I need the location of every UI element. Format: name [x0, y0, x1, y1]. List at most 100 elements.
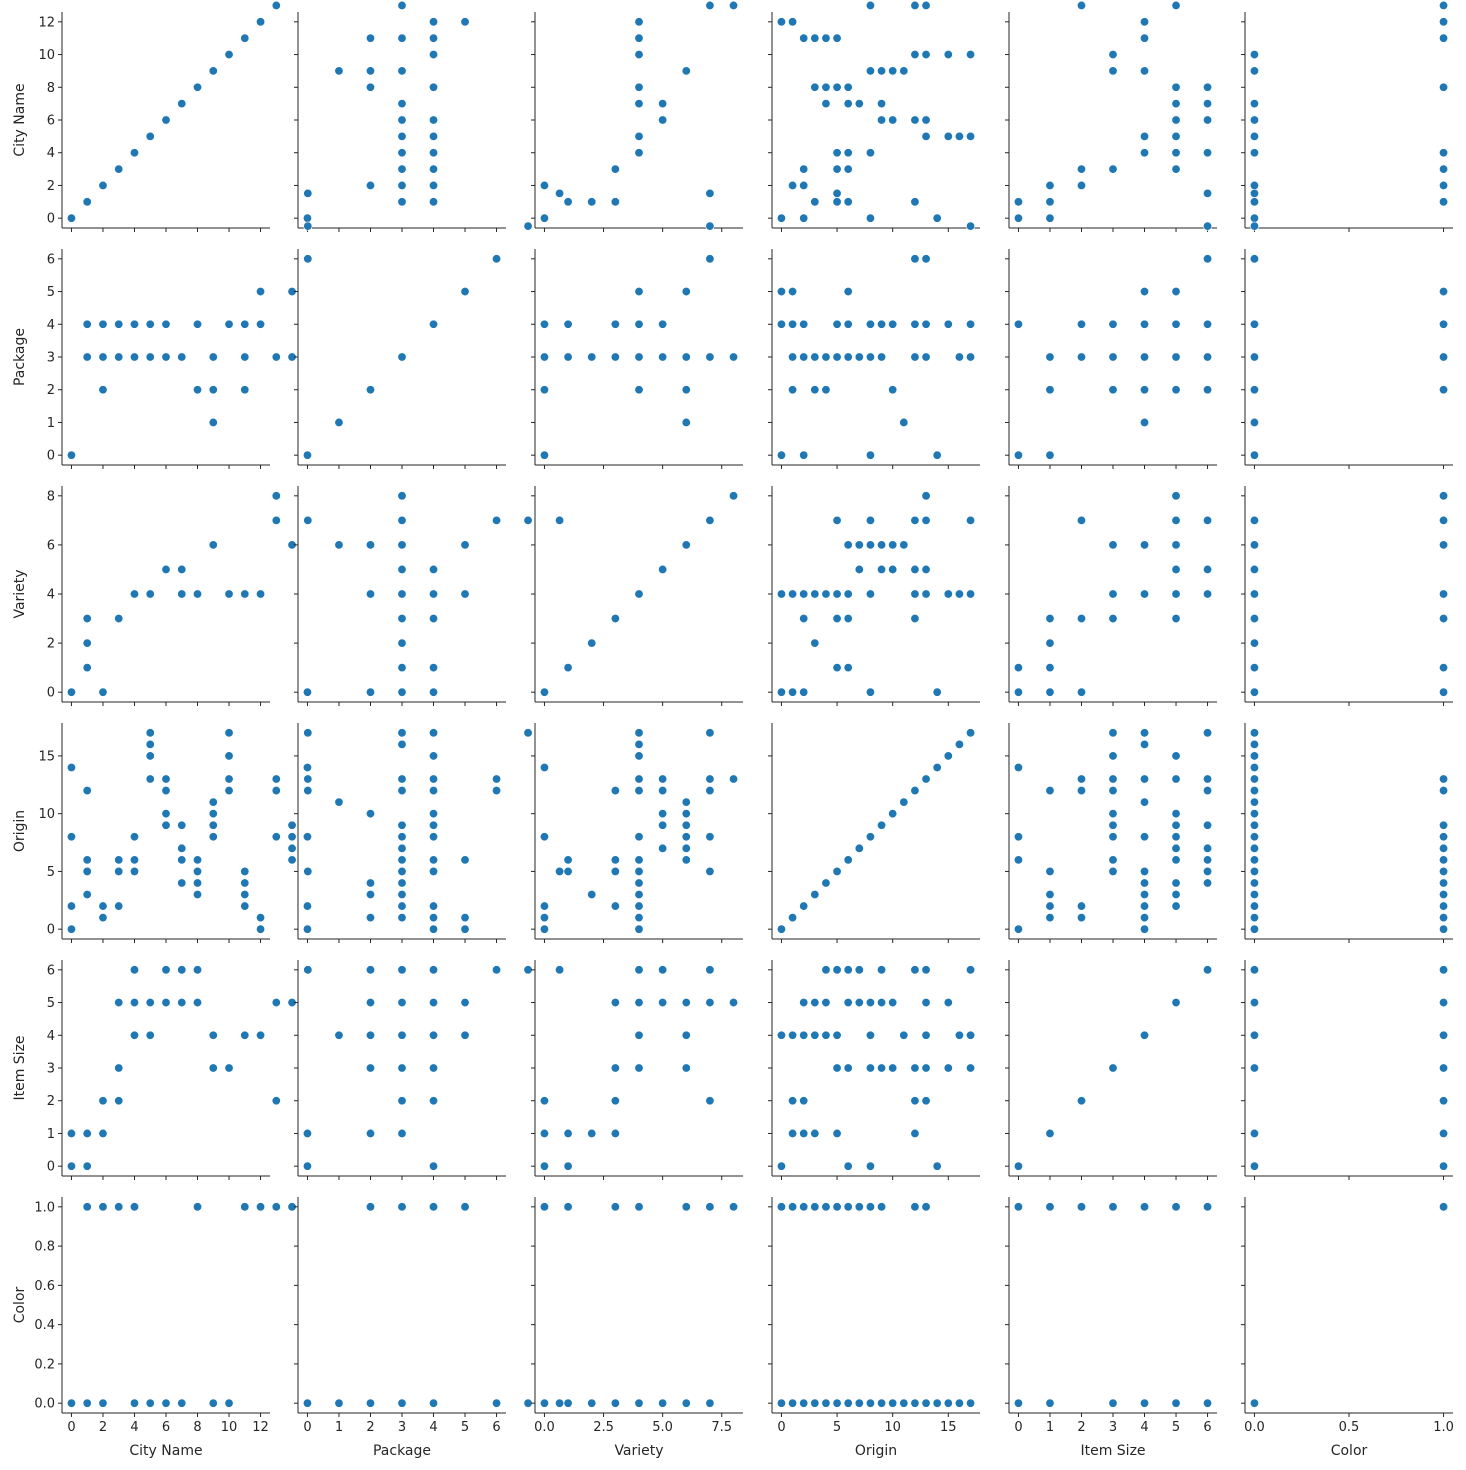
scatter-point: [82, 1398, 92, 1408]
scatter-point: [1249, 197, 1259, 207]
scatter-point: [910, 254, 920, 264]
scatter-point: [1140, 1202, 1150, 1212]
scatter-point: [799, 614, 809, 624]
scatter-point: [397, 66, 407, 76]
scatter-point: [539, 913, 549, 923]
scatter-point: [1249, 924, 1259, 934]
scatter-point: [921, 515, 931, 525]
y-axis-label: Color: [12, 1286, 28, 1323]
scatter-point: [888, 385, 898, 395]
scatter-point: [1171, 843, 1181, 853]
scatter-point: [788, 17, 798, 27]
scatter-point: [429, 614, 439, 624]
scatter-point: [821, 1398, 831, 1408]
x-tick-label: 5: [833, 1420, 841, 1435]
scatter-point: [634, 287, 644, 297]
scatter-point: [658, 820, 668, 830]
y-tick-label: 1: [47, 416, 55, 431]
scatter-point: [1108, 1063, 1118, 1073]
scatter-point: [177, 878, 187, 888]
scatter-point: [865, 1161, 875, 1171]
scatter-point: [365, 33, 375, 43]
scatter-point: [921, 1030, 931, 1040]
scatter-point: [365, 1128, 375, 1138]
scatter-point: [1013, 197, 1023, 207]
scatter-point: [303, 728, 313, 738]
scatter-point: [799, 319, 809, 329]
scatter-point: [563, 197, 573, 207]
scatter-point: [610, 319, 620, 329]
scatter-point: [843, 1398, 853, 1408]
panel-item-size-vs-variety: [531, 960, 743, 1180]
scatter-point: [129, 866, 139, 876]
panel-color-vs-variety: 0.0 2.5 5.0 7.5 Variety: [531, 1197, 743, 1459]
scatter-point: [429, 855, 439, 865]
x-tick-label: 7.5: [711, 1420, 732, 1435]
panel-package-vs-city-name: 0 1 2 3 4 5 6 Package: [12, 188, 313, 469]
scatter-point: [256, 924, 266, 934]
y-tick-label: 6: [47, 252, 55, 267]
scatter-point: [810, 589, 820, 599]
scatter-point: [82, 890, 92, 900]
scatter-point: [888, 319, 898, 329]
scatter-point: [821, 589, 831, 599]
scatter-point: [658, 965, 668, 975]
scatter-point: [1439, 385, 1449, 395]
scatter-point: [776, 924, 786, 934]
scatter-point: [334, 540, 344, 550]
scatter-point: [729, 1202, 739, 1212]
scatter-point: [1249, 663, 1259, 673]
scatter-point: [1249, 148, 1259, 158]
scatter-point: [397, 131, 407, 141]
scatter-point: [460, 924, 470, 934]
scatter-point: [705, 832, 715, 842]
scatter-point: [910, 1202, 920, 1212]
scatter-point: [705, 0, 715, 10]
scatter-point: [587, 890, 597, 900]
scatter-point: [1013, 213, 1023, 223]
scatter-point: [634, 890, 644, 900]
scatter-point: [145, 352, 155, 362]
scatter-point: [821, 998, 831, 1008]
scatter-point: [397, 739, 407, 749]
scatter-point: [1108, 809, 1118, 819]
y-tick-label: 3: [47, 351, 55, 366]
scatter-point: [832, 515, 842, 525]
scatter-point: [966, 728, 976, 738]
scatter-point: [1203, 965, 1213, 975]
scatter-point: [658, 115, 668, 125]
scatter-point: [832, 148, 842, 158]
scatter-point: [397, 774, 407, 784]
scatter-point: [224, 728, 234, 738]
scatter-point: [1108, 774, 1118, 784]
scatter-point: [610, 855, 620, 865]
scatter-point: [1249, 762, 1259, 772]
scatter-point: [658, 352, 668, 362]
scatter-point: [302, 1161, 312, 1171]
scatter-point: [224, 786, 234, 796]
scatter-point: [1045, 385, 1055, 395]
scatter-point: [843, 148, 853, 158]
scatter-point: [832, 319, 842, 329]
scatter-point: [843, 99, 853, 109]
scatter-point: [98, 1128, 108, 1138]
y-tick-label: 4: [47, 318, 55, 333]
y-axis-label: City Name: [12, 83, 28, 156]
x-tick-label: 2: [366, 1420, 374, 1435]
scatter-point: [1171, 820, 1181, 830]
scatter-point: [429, 50, 439, 60]
scatter-point: [1171, 901, 1181, 911]
panel-color-vs-package: 0 1 2 3 4 5 6 Package: [294, 1197, 565, 1459]
x-axis-label: Color: [1331, 1443, 1368, 1459]
scatter-point: [943, 131, 953, 141]
scatter-point: [1439, 148, 1449, 158]
scatter-point: [256, 17, 266, 27]
scatter-point: [832, 1128, 842, 1138]
scatter-point: [302, 450, 312, 460]
scatter-point: [161, 809, 171, 819]
scatter-point: [899, 1030, 909, 1040]
scatter-point: [429, 751, 439, 761]
scatter-point: [334, 1030, 344, 1040]
scatter-point: [539, 1096, 549, 1106]
scatter-point: [810, 82, 820, 92]
